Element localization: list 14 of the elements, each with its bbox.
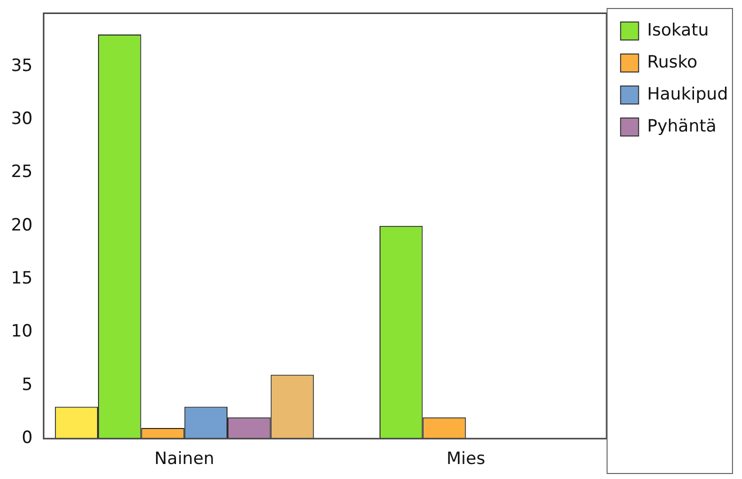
x-tick-label: Nainen	[154, 449, 214, 470]
y-tick-label: 0	[22, 428, 33, 448]
legend-label: Rusko	[647, 52, 698, 72]
y-tick-label: 10	[10, 322, 33, 342]
y-tick-label: 25	[10, 162, 33, 182]
y-tick-label: 15	[10, 268, 33, 288]
legend-label: Isokatu	[647, 20, 709, 40]
x-tick-label: Mies	[446, 449, 486, 470]
y-tick-label: 30	[10, 108, 33, 129]
y-tick-label: 5	[22, 374, 33, 395]
y-tick-label: 35	[10, 56, 33, 76]
legend-label: Pyhäntä	[647, 116, 716, 136]
legend-label: Haukipud	[647, 84, 728, 104]
y-tick-label: 20	[10, 215, 33, 236]
